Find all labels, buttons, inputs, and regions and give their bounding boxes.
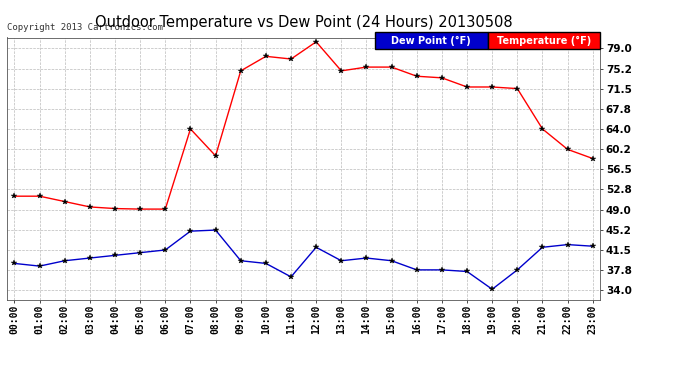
Title: Outdoor Temperature vs Dew Point (24 Hours) 20130508: Outdoor Temperature vs Dew Point (24 Hou…	[95, 15, 513, 30]
Text: Copyright 2013 Cartronics.com: Copyright 2013 Cartronics.com	[7, 23, 163, 32]
